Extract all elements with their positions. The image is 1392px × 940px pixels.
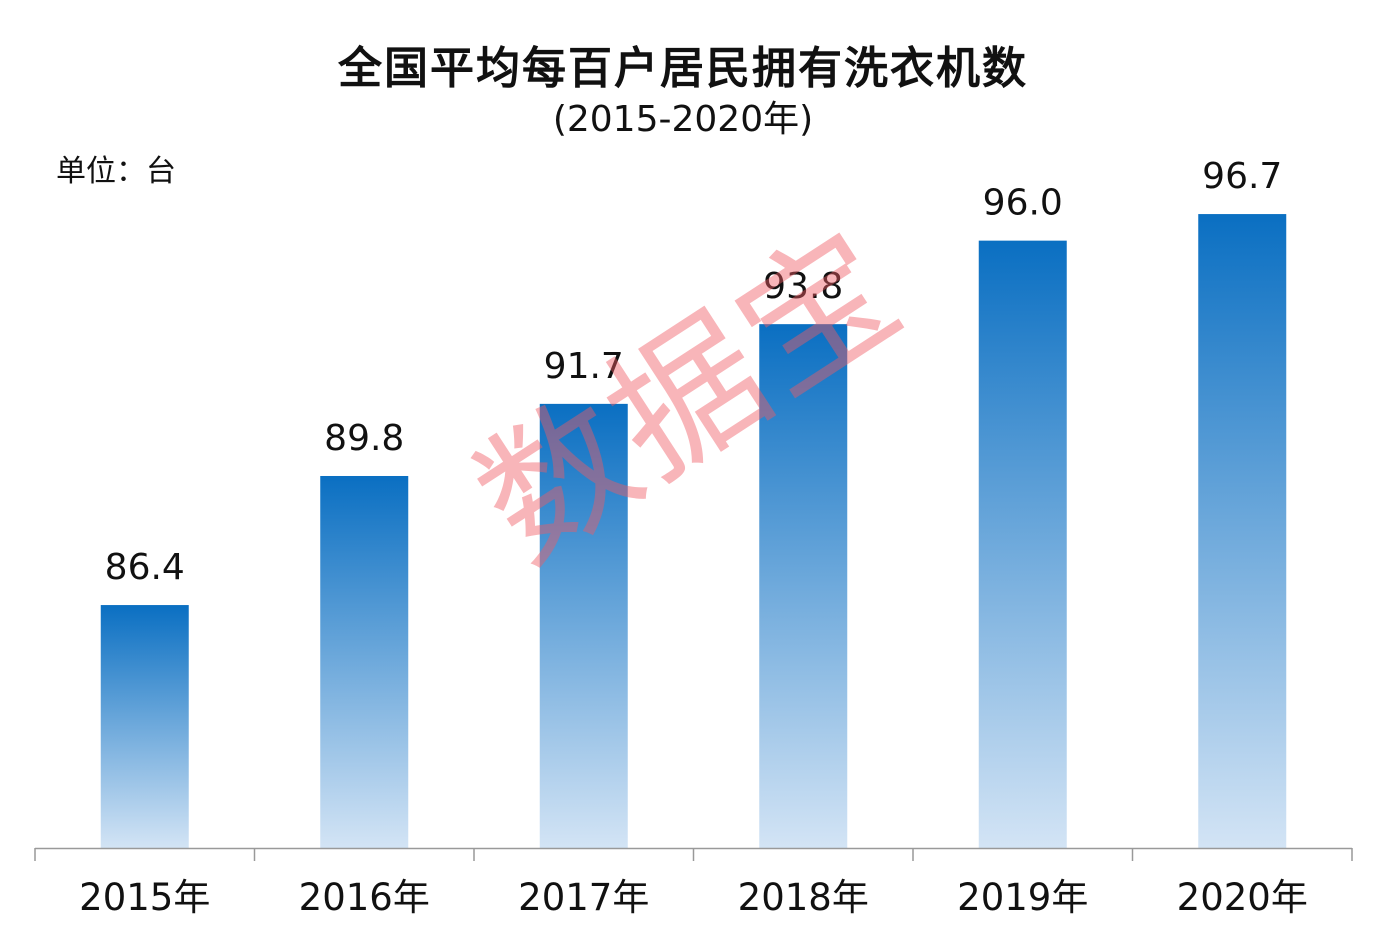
bar-5 bbox=[1198, 214, 1287, 848]
data-label: 91.7 bbox=[544, 346, 624, 387]
bar-0 bbox=[100, 605, 189, 848]
chart-title: 全国平均每百户居民拥有洗衣机数 bbox=[338, 43, 1028, 94]
chart-subtitle: (2015-2020年) bbox=[552, 99, 814, 140]
data-label: 86.4 bbox=[105, 547, 185, 588]
x-tick-label: 2019年 bbox=[957, 876, 1088, 919]
data-label: 96.7 bbox=[1202, 156, 1282, 197]
x-tick-label: 2020年 bbox=[1177, 876, 1308, 919]
x-tick-label: 2018年 bbox=[738, 876, 869, 919]
x-tick-label: 2016年 bbox=[299, 876, 430, 919]
data-label: 96.0 bbox=[983, 183, 1063, 224]
unit-label: 单位：台 bbox=[56, 154, 176, 189]
bar-2 bbox=[539, 403, 628, 848]
bar-3 bbox=[759, 324, 848, 849]
bar-4 bbox=[978, 240, 1067, 848]
data-label: 89.8 bbox=[324, 418, 404, 459]
bar-1 bbox=[320, 475, 409, 848]
data-label: 93.8 bbox=[763, 266, 843, 307]
x-tick-label: 2017年 bbox=[518, 876, 649, 919]
x-tick-label: 2015年 bbox=[79, 876, 210, 919]
